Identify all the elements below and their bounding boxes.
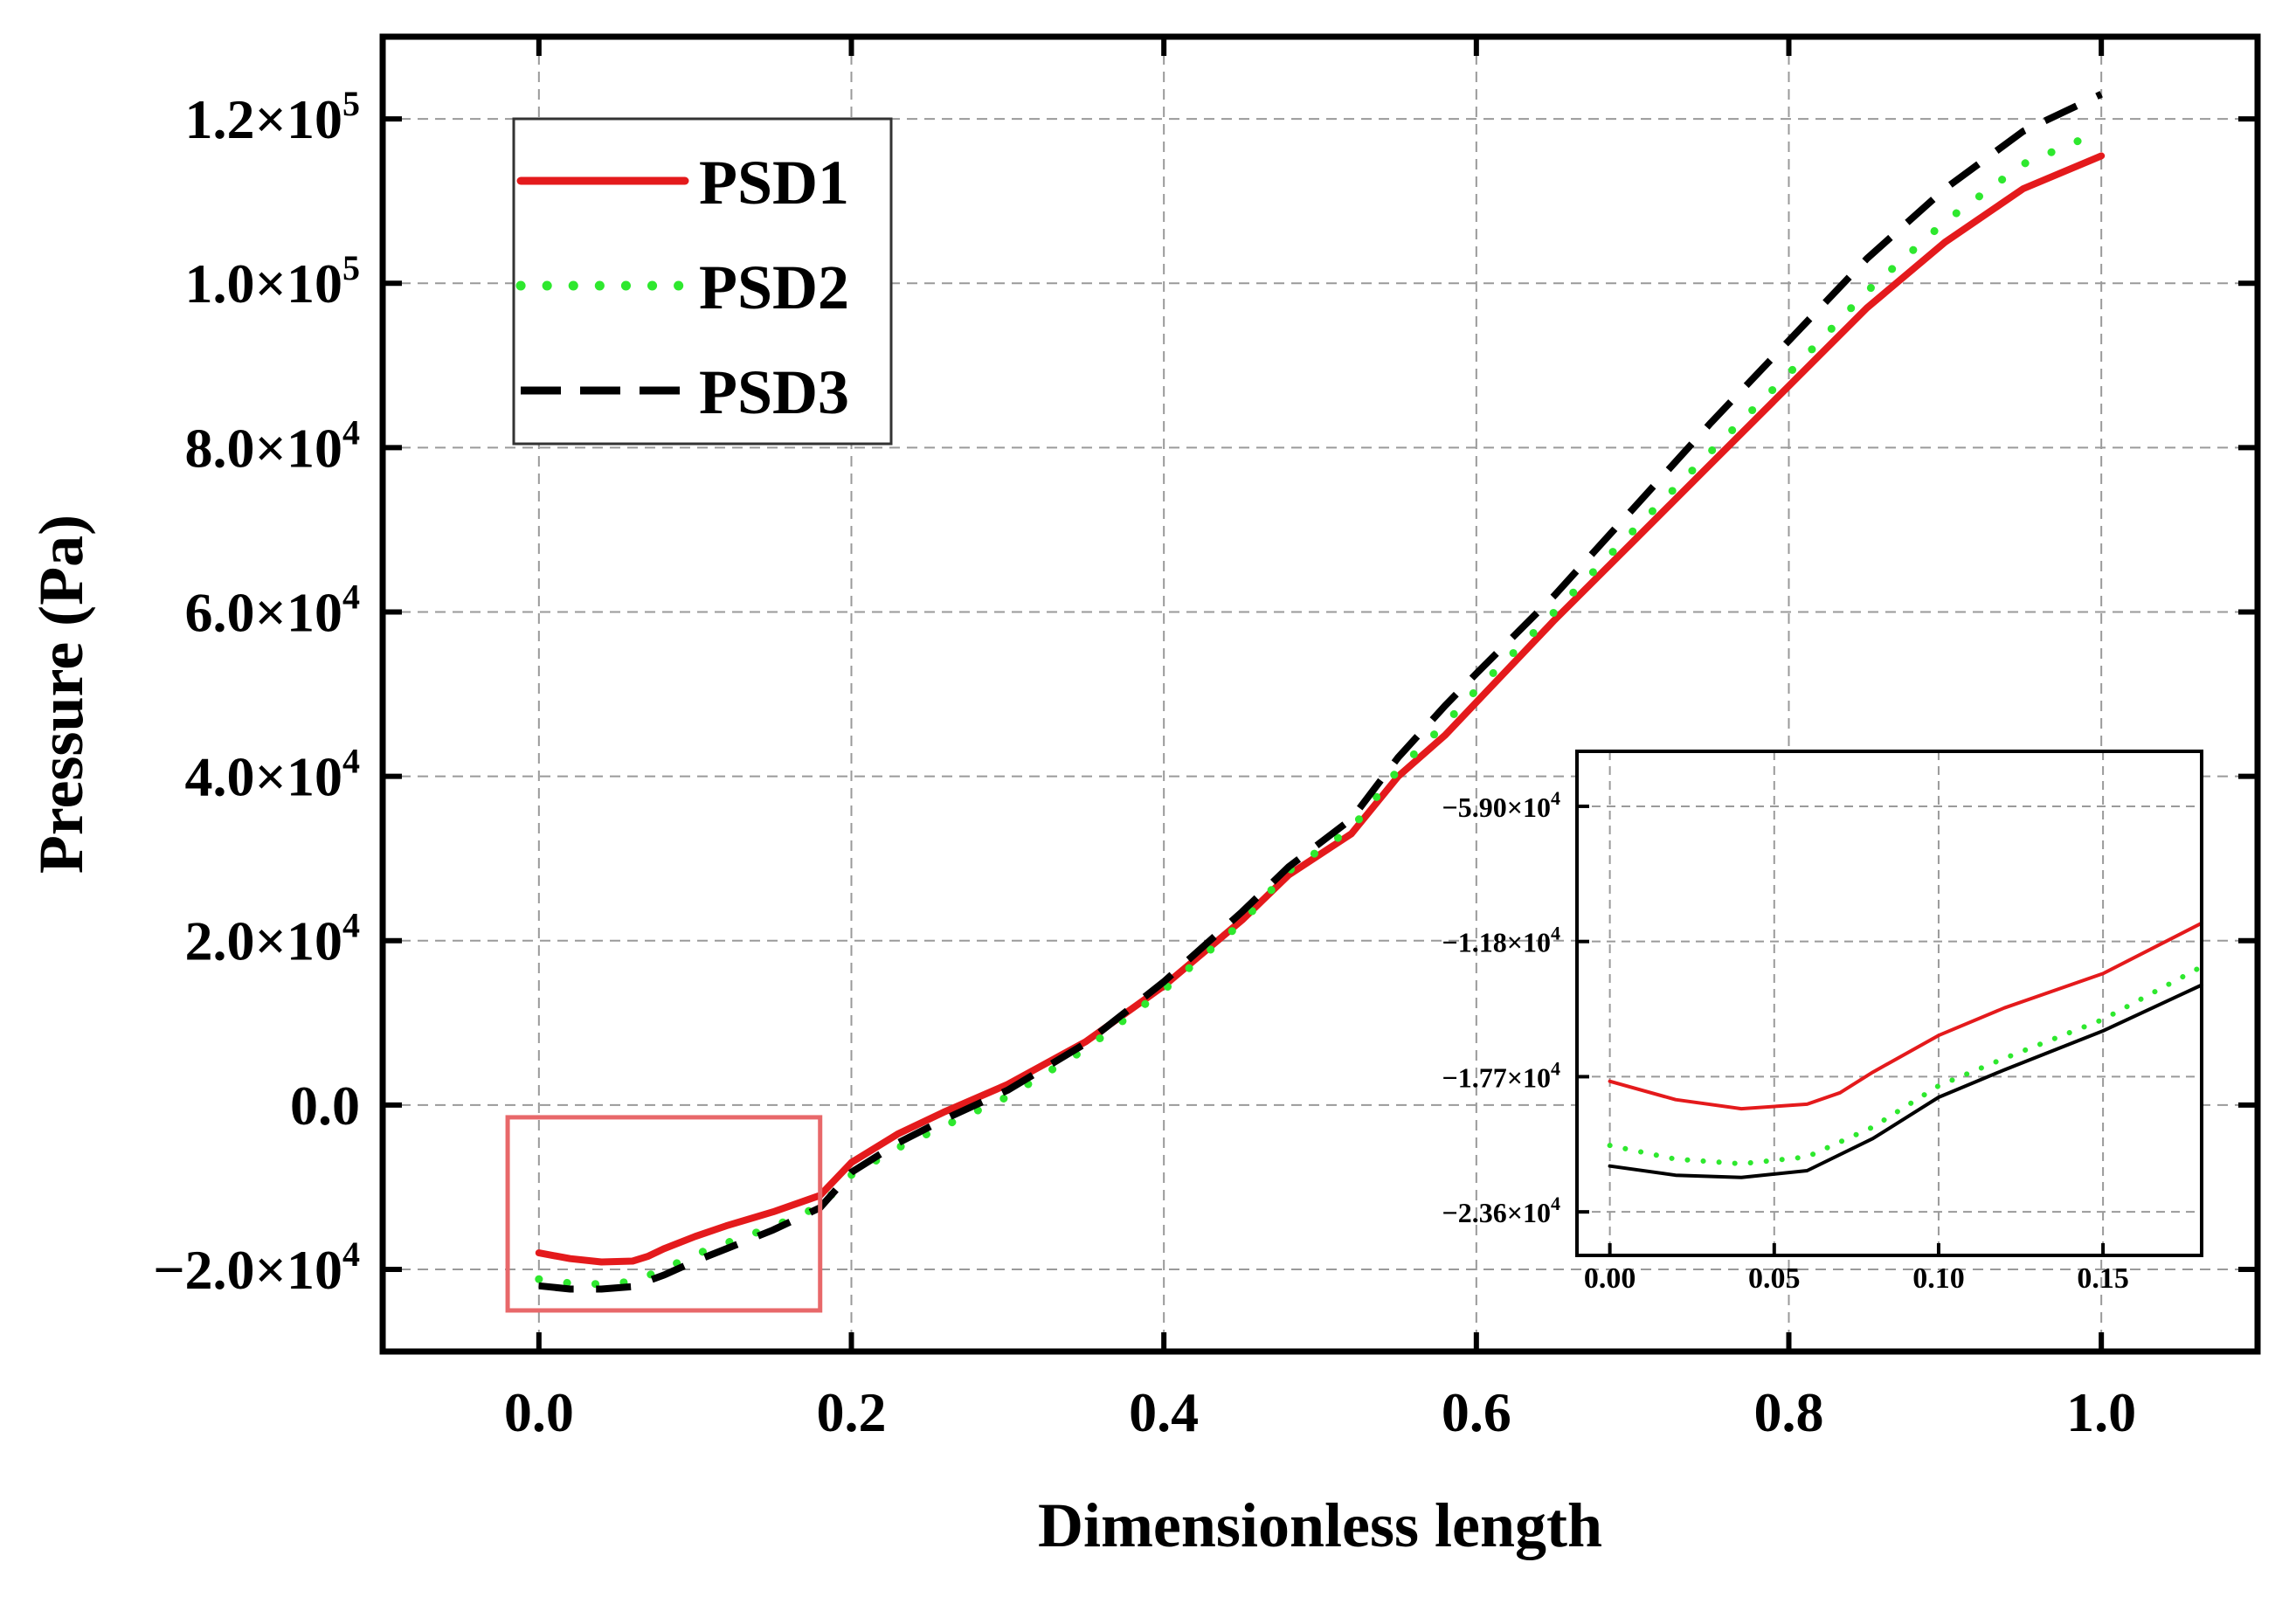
x-tick-label: 0.4 — [1129, 1381, 1199, 1443]
inset-x-tick-label: 0.15 — [2077, 1262, 2129, 1295]
legend-label-psd1: PSD1 — [699, 148, 849, 218]
legend: PSD1 PSD2 PSD3 — [512, 117, 893, 446]
inset-background — [1577, 751, 2202, 1255]
legend-label-psd3: PSD3 — [699, 357, 849, 427]
x-tick-label: 0.6 — [1442, 1381, 1511, 1443]
y-tick-label: 1.2×105 — [185, 84, 360, 150]
inset-y-tick-label: −2.36×104 — [1442, 1193, 1560, 1228]
inset-ticks — [1577, 804, 2106, 1255]
inset-x-tick-label: 0.00 — [1584, 1262, 1636, 1295]
inset-x-tick-labels: 0.00 0.05 0.10 0.15 — [1584, 1262, 2129, 1295]
inset-series-line-psd1 — [1608, 921, 2203, 1111]
y-tick-label: 8.0×104 — [185, 412, 360, 479]
inset-series-line-psd3 — [1608, 983, 2203, 1179]
plot-frame — [379, 33, 2261, 1355]
inset-y-tick-label: −1.18×104 — [1442, 923, 1560, 958]
y-tick-label: 4.0×104 — [185, 742, 360, 808]
inset-x-tick-label: 0.10 — [1912, 1262, 1965, 1295]
inset-series — [1607, 921, 2204, 1179]
x-tick-label: 0.8 — [1754, 1381, 1824, 1443]
y-tick-labels: −2.0×104 0.0 2.0×104 4.0×104 6.0×104 8.0×104 1… — [153, 84, 360, 1301]
inset-frame — [1575, 750, 2203, 1257]
inset-x-tick-label: 0.05 — [1748, 1262, 1801, 1295]
legend-label-psd2: PSD2 — [699, 252, 849, 322]
legend-box — [512, 117, 893, 446]
series-line-psd3 — [538, 91, 2103, 1293]
y-tick-label: 2.0×104 — [185, 906, 360, 972]
y-tick-label: 0.0 — [290, 1075, 360, 1137]
zoom-region-box — [505, 1115, 823, 1313]
inset-y-tick-labels: −5.90×104 −1.18×104 −1.77×104 −2.36×104 — [1442, 787, 1560, 1228]
x-tick-label: 1.0 — [2066, 1381, 2136, 1443]
x-tick-label: 0.0 — [504, 1381, 574, 1443]
inset-grid — [1577, 751, 2202, 1255]
x-axis-title: Dimensionless length — [1038, 1490, 1602, 1560]
x-tick-label: 0.2 — [817, 1381, 887, 1443]
main-series — [535, 91, 2106, 1293]
inset-chart: 0.00 0.05 0.10 0.15 −5.90×104 −1.18×104 −1.77… — [1442, 750, 2204, 1295]
main-ticks — [383, 37, 2258, 1352]
y-tick-label: 6.0×104 — [185, 577, 360, 643]
inset-y-tick-label: −1.77×104 — [1442, 1057, 1560, 1093]
inset-y-tick-label: −5.90×104 — [1442, 787, 1560, 823]
x-tick-labels: 0.0 0.2 0.4 0.6 0.8 1.0 — [504, 1381, 2136, 1443]
inset-series-line-psd2 — [1607, 964, 2204, 1167]
y-axis-title: Pressure (Pa) — [26, 515, 96, 874]
y-tick-label: −2.0×104 — [153, 1234, 360, 1301]
y-tick-label: 1.0×105 — [185, 248, 360, 315]
